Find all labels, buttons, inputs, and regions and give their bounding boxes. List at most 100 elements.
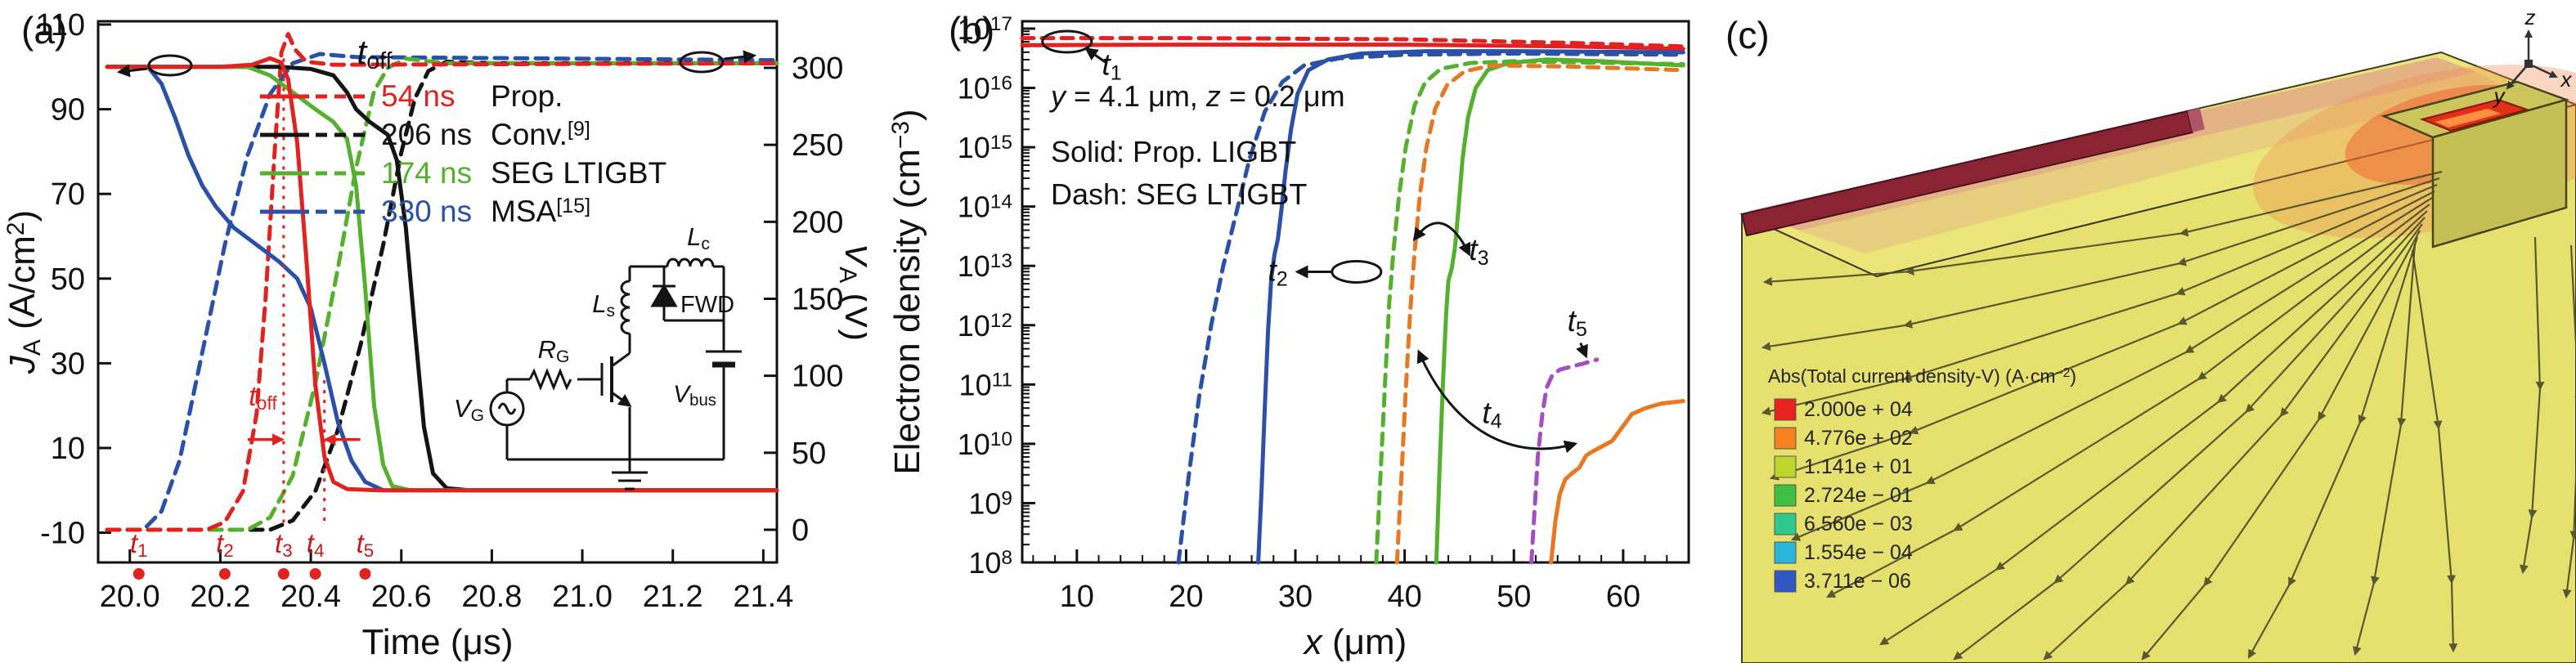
y-left-tick-label: -10: [40, 517, 85, 551]
y-tick-label: 1017: [958, 12, 1012, 46]
inset-label-vbus: Vbus: [673, 381, 716, 410]
dash-annotation: Dash: SEG LTIGBT: [1051, 177, 1307, 211]
surface-pink-fade: [1799, 72, 2502, 253]
y-axis-arrow: [2506, 63, 2529, 90]
gate-bar-end: [2188, 108, 2205, 132]
current-streamline: [2519, 236, 2545, 575]
x-tick-label: 10: [1060, 580, 1094, 614]
time-marker-dot: [359, 568, 371, 580]
inset-label-vg: VG: [454, 394, 484, 425]
trench-wall: [2431, 98, 2568, 249]
series-t3-prop: [1434, 57, 1685, 565]
legend-swatch: [1774, 513, 1797, 535]
current-streamline: [2411, 249, 2458, 653]
legend-title: toff: [357, 33, 393, 74]
right-axis-indicator-arrow: [724, 50, 757, 64]
t1-group-ellipse: [1041, 29, 1093, 54]
series-t1-prop: [1020, 43, 1685, 52]
time-marker-label: t1: [130, 528, 148, 561]
y-left-tick-label: 110: [35, 8, 85, 43]
y-tick-label: 1016: [958, 72, 1012, 105]
toff-label: toff: [249, 381, 277, 414]
inset-circuit: [489, 258, 742, 491]
legend-name: Conv.[9]: [491, 118, 590, 151]
x-axis-title: x (μm): [1303, 622, 1407, 662]
legend-value: 2.724e − 01: [1804, 484, 1913, 507]
y-right-tick-label: 0: [792, 513, 809, 548]
fwd-diode: [650, 284, 678, 307]
series-conv-current: [105, 65, 779, 493]
legend-name: Prop.: [491, 79, 563, 113]
series-t2-prop: [1256, 49, 1685, 565]
t1-pointer: [1084, 47, 1106, 64]
legend-name: MSA[15]: [491, 195, 590, 228]
legend-time: 174 ns: [381, 156, 472, 190]
t4-arrow: [1416, 349, 1578, 454]
y-right-tick-label: 250: [792, 128, 843, 163]
curve-label: t2: [1268, 253, 1287, 290]
y-left-tick-label: 70: [51, 177, 85, 212]
time-marker-label: t2: [216, 528, 234, 561]
y-tick-label: 109: [968, 486, 1012, 520]
x-tick-label: 20.6: [371, 580, 432, 614]
x-tick-label: 20.0: [100, 580, 160, 614]
series-seg-voltage: [105, 56, 779, 532]
legend-value: 6.560e − 03: [1804, 513, 1913, 535]
position-annotation: y = 4.1 μm, z = 0.2 μm: [1048, 79, 1345, 113]
series-t4-seg: [1394, 63, 1685, 565]
t2-group-ellipse: [1331, 259, 1383, 284]
x-tick-label: 21.4: [733, 580, 793, 614]
time-marker-label: t4: [307, 528, 325, 561]
panel-a-label: (a): [21, 9, 68, 52]
current-streamline: [2562, 244, 2576, 599]
time-marker-dot: [132, 568, 145, 580]
curve-label: t1: [1102, 48, 1121, 85]
y-left-tick-label: 30: [51, 347, 85, 381]
plot-frame: [96, 20, 779, 564]
time-marker-label: t5: [357, 528, 375, 561]
series-t1-seg: [1020, 36, 1685, 49]
x-tick-label: 20.8: [461, 580, 522, 614]
axis-y-label: y: [2493, 83, 2506, 108]
y-tick-label: 1014: [958, 190, 1012, 224]
x-tick-label: 20: [1169, 580, 1203, 614]
time-marker-label: t3: [275, 528, 293, 561]
current-streamline: [2247, 236, 2419, 659]
curve-label: t5: [1568, 304, 1587, 341]
x-tick-label: 21.0: [552, 580, 613, 614]
series-t2-seg: [1176, 52, 1685, 565]
lc-inductor: [666, 258, 715, 267]
y-tick-label: 1011: [959, 368, 1012, 401]
panel-c: (c) Abs(Total current density-V) (A·cm−2…: [1717, 0, 2576, 663]
panel-b: (b) 10 20 30 40 50 60 108 109 1010 1011 1012 1013 10…: [883, 0, 1709, 663]
plot-frame: [1021, 20, 1690, 564]
right-axis-indicator-ellipse: [679, 51, 725, 74]
inset-label-ls: Ls: [592, 289, 615, 320]
y-right-tick-label: 200: [792, 205, 843, 240]
y-right-tick-label: 150: [792, 283, 843, 317]
x-tick-label: 30: [1278, 580, 1313, 614]
legend-swatch: [1774, 455, 1797, 478]
current-streamline: [2352, 243, 2417, 656]
x-tick-label: 50: [1497, 580, 1531, 614]
left-axis-indicator-ellipse: [147, 54, 193, 77]
panel-c-label: (c): [1726, 14, 1770, 56]
y-right-axis-title: VA (V): [834, 243, 867, 341]
y-left-tick-label: 90: [51, 93, 85, 128]
panel-b-label: (b): [949, 9, 995, 52]
curve-label: t3: [1469, 233, 1488, 270]
legend-time: 206 ns: [381, 118, 472, 151]
legend-swatch: [1774, 570, 1797, 593]
x-tick-label: 20.2: [190, 580, 250, 614]
tcad-current-density-view: Abs(Total current density-V) (A·cm−2) 2.0…: [1739, 5, 2576, 663]
time-marker-dot: [309, 568, 321, 580]
legend-value: 1.141e + 01: [1804, 455, 1913, 478]
legend-name: SEG LTIGBT: [491, 156, 666, 190]
legend-swatch: [1774, 541, 1797, 564]
y-right-tick-label: 100: [792, 360, 843, 394]
legend-value: 1.554e − 04: [1804, 541, 1913, 564]
inset-label-lc: Lc: [687, 222, 710, 253]
series-t5-seg: [1529, 357, 1600, 565]
y-right-tick-label: 300: [792, 52, 843, 86]
